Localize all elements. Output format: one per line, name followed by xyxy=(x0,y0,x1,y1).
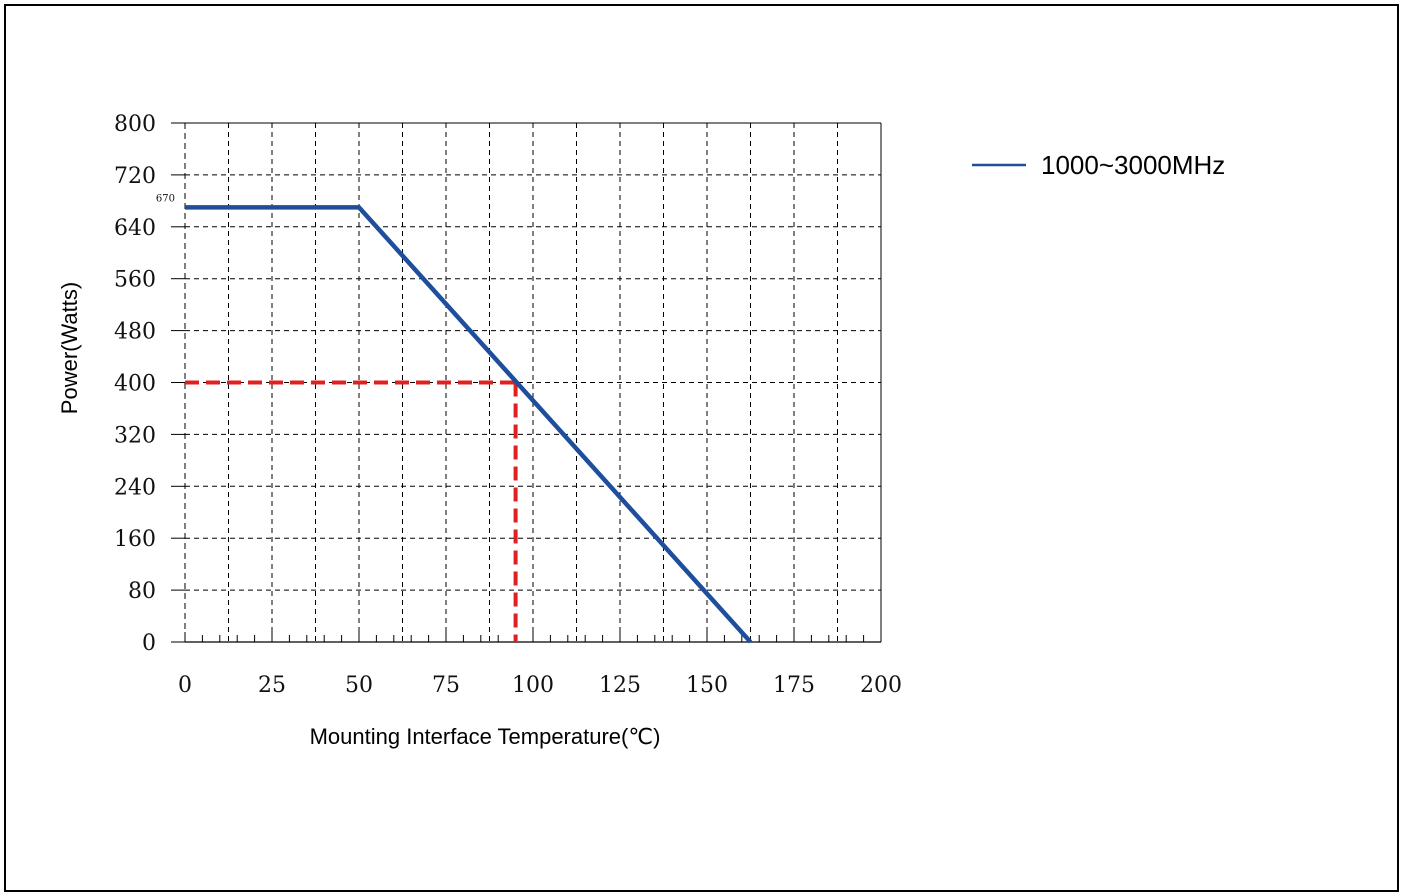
y-tick-label: 800 xyxy=(114,112,156,137)
y-tick-label: 480 xyxy=(114,320,156,345)
x-tick-label: 50 xyxy=(345,673,373,698)
y-tick-label: 720 xyxy=(114,164,156,189)
y-tick-label: 320 xyxy=(114,423,156,448)
y-tick-label: 160 xyxy=(114,527,156,552)
chart-frame xyxy=(4,4,1399,892)
x-axis-title: Mounting Interface Temperature(℃) xyxy=(310,724,661,749)
annotation-label: 670 xyxy=(156,193,175,204)
x-tick-labels: 0 25 50 75 100 125 150 175 200 xyxy=(178,673,902,698)
legend: 1000~3000MHz xyxy=(972,150,1225,180)
series xyxy=(185,205,753,644)
y-tick-label: 0 xyxy=(142,631,156,656)
reference-lines xyxy=(185,380,518,642)
legend-label: 1000~3000MHz xyxy=(1041,150,1225,180)
annotations: 670 xyxy=(156,193,175,204)
x-tick-label: 75 xyxy=(432,673,460,698)
x-tick-label: 175 xyxy=(773,673,815,698)
y-tick-label: 640 xyxy=(114,216,156,241)
y-tick-labels: 0 80 160 240 320 400 480 560 640 720 800 xyxy=(114,112,156,656)
x-tick-label: 125 xyxy=(599,673,641,698)
x-tick-label: 100 xyxy=(512,673,554,698)
y-tick-label: 240 xyxy=(114,475,156,500)
y-tick-label: 400 xyxy=(114,372,156,397)
series-line xyxy=(185,205,753,644)
x-tick-label: 25 xyxy=(258,673,286,698)
y-tick-label: 560 xyxy=(114,268,156,293)
y-tick-label: 80 xyxy=(128,579,156,604)
x-tick-label: 0 xyxy=(178,673,192,698)
tick-marks xyxy=(171,122,882,643)
x-tick-label: 200 xyxy=(860,673,902,698)
grid xyxy=(185,123,881,642)
x-tick-label: 150 xyxy=(686,673,728,698)
y-axis-title: Power(Watts) xyxy=(57,282,82,414)
